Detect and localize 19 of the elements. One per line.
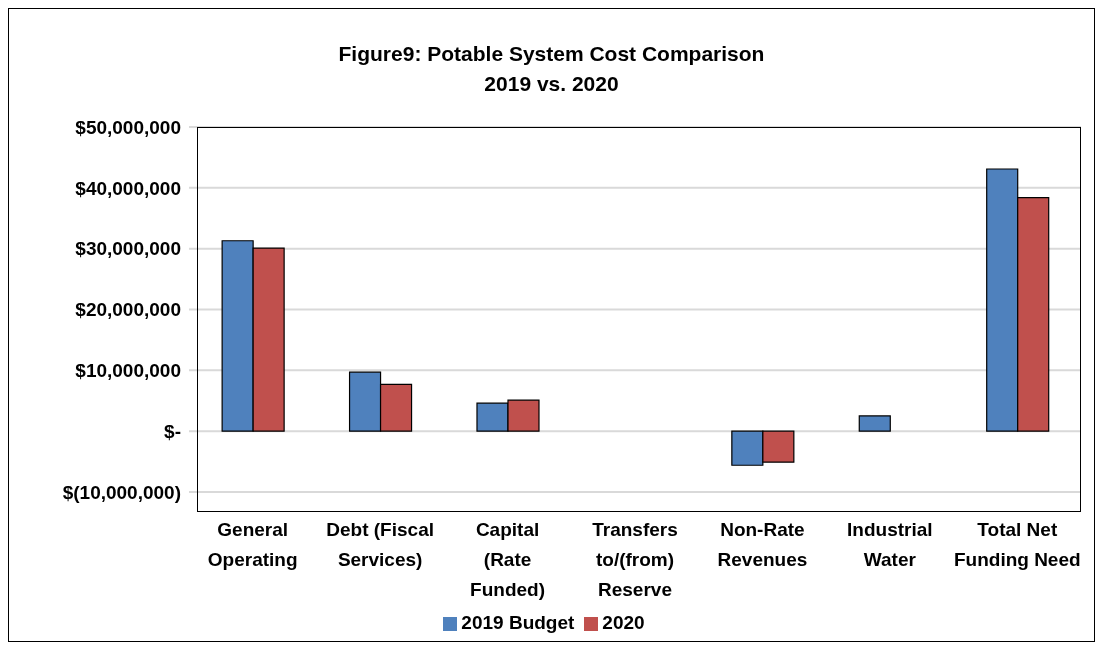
x-tick-label: Industrial Water [847, 519, 933, 570]
bar [858, 415, 891, 432]
legend-label: 2020 [602, 612, 645, 633]
y-tick-label: $40,000,000 [75, 177, 181, 199]
x-tick-label: General Operating [207, 519, 298, 570]
y-tick-label: $30,000,000 [75, 238, 181, 260]
legend-label: 2019 Budget [461, 612, 575, 633]
x-tick-label: Non-Rate Revenues [717, 519, 808, 570]
x-tick-label: Total Net Funding Need [953, 519, 1081, 570]
y-tick-label: $- [164, 420, 181, 442]
x-tick-label: Capital (Rate Funded) [470, 519, 546, 600]
y-tick-label: $(10,000,000) [62, 481, 181, 503]
chart-title: Figure9: Potable System Cost Comparison [337, 41, 766, 67]
chart-subtitle: 2019 vs. 2020 [483, 71, 620, 97]
x-tick-label: Debt (Fiscal Services) [326, 519, 434, 570]
y-tick-label: $20,000,000 [75, 299, 181, 321]
y-tick-label: $50,000,000 [75, 116, 181, 138]
y-tick-label: $10,000,000 [75, 360, 181, 382]
x-tick-label: Transfers to/(from) Reserve [592, 519, 678, 600]
